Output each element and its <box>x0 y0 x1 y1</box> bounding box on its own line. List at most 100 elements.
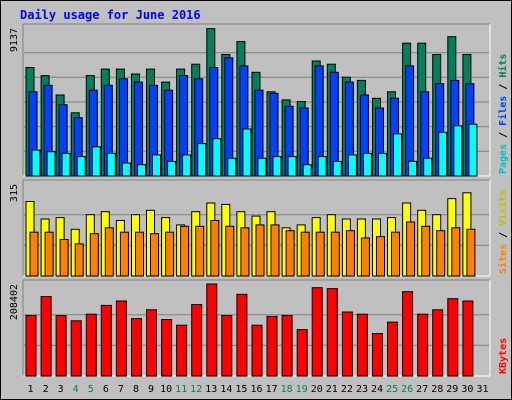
legend-entry-visits: Visits <box>497 190 509 226</box>
bar-pages <box>408 160 418 177</box>
bar-kbytes <box>447 298 459 377</box>
bar-kbytes <box>161 319 173 377</box>
bar-kbytes <box>70 320 82 377</box>
x-axis-labels: 1 2 3 4 5 6 7 8 9 10 11 12 13 14 15 16 17 18 19 20 21 22 23 24 2… <box>27 384 488 395</box>
bar-sites <box>406 221 416 277</box>
bar-sites <box>360 237 370 277</box>
bar-sites <box>180 225 190 277</box>
bar-pages <box>106 152 116 177</box>
bars <box>25 283 474 377</box>
bar-kbytes <box>146 309 157 377</box>
bar-kbytes <box>191 304 203 377</box>
bar-files <box>118 78 128 177</box>
x-tick-label: 31 <box>476 384 488 395</box>
x-tick-label: 3 <box>58 384 64 395</box>
x-tick-label: 1 <box>27 384 33 395</box>
bar-kbytes <box>221 315 233 377</box>
bar-kbytes <box>387 321 398 377</box>
panel-hits-files-pages: 9137 Pages / Files / Hits <box>9 23 509 177</box>
bar-kbytes <box>341 311 353 377</box>
bar-sites <box>421 225 431 277</box>
x-tick-label: 4 <box>73 384 79 395</box>
x-tick-label: 9 <box>148 384 154 395</box>
x-tick-label: 24 <box>371 384 383 395</box>
bar-files <box>329 71 339 177</box>
bar-sites <box>59 239 69 277</box>
bar-sites <box>119 231 129 277</box>
panels-layer: 9137 Pages / Files / Hits 315 Sites / Visit… <box>9 23 509 377</box>
bar-sites <box>300 231 310 277</box>
bar-sites <box>135 231 144 277</box>
x-tick-label: 23 <box>356 384 368 395</box>
legend: Sites / Visits <box>497 190 509 274</box>
bar-sites <box>240 227 250 277</box>
bar-pages <box>257 157 267 177</box>
bar-pages <box>317 156 327 177</box>
bar-pages <box>197 143 207 177</box>
legend-entry-sites: Sites <box>497 244 509 274</box>
bar-kbytes <box>372 333 383 377</box>
chart-title: Daily usage for June 2016 <box>20 8 201 22</box>
bar-sites <box>255 224 265 277</box>
bar-sites <box>466 228 476 277</box>
bar-pages <box>61 152 71 177</box>
bar-sites <box>345 230 355 277</box>
bar-kbytes <box>100 304 112 377</box>
bar-kbytes <box>236 293 248 377</box>
bar-pages <box>423 157 433 177</box>
y-max-label: 9137 <box>9 28 20 52</box>
x-tick-label: 30 <box>461 384 473 395</box>
bar-pages <box>212 138 222 177</box>
bar-kbytes <box>311 287 323 377</box>
bar-pages <box>46 151 56 177</box>
bar-kbytes <box>402 291 414 377</box>
bar-sites <box>74 243 84 277</box>
bars <box>25 192 476 277</box>
x-tick-label: 29 <box>446 384 458 395</box>
legend-entry-kbytes: KBytes <box>498 338 509 374</box>
bar-pages <box>91 146 101 177</box>
bar-kbytes <box>281 315 293 377</box>
bar-kbytes <box>55 315 67 377</box>
bar-pages <box>167 160 177 177</box>
bars <box>25 28 478 177</box>
legend-separator: / <box>498 226 509 244</box>
panel-visits-sites: 315 Sites / Visits <box>9 179 509 277</box>
legend-entry-pages: Pages <box>498 144 509 174</box>
x-tick-label: 19 <box>296 384 308 395</box>
bar-pages <box>332 160 342 177</box>
legend-entry-hits: Hits <box>497 54 509 78</box>
legend: Pages / Files / Hits <box>497 54 509 174</box>
x-tick-label: 16 <box>250 384 262 395</box>
bar-pages <box>347 154 357 177</box>
bar-kbytes <box>462 300 474 377</box>
bar-sites <box>270 224 280 277</box>
legend-entry-files: Files <box>497 96 509 126</box>
bar-pages <box>378 152 387 177</box>
x-tick-label: 12 <box>190 384 202 395</box>
bar-sites <box>44 231 54 277</box>
legend-separator: / <box>498 126 509 144</box>
y-max-label: 315 <box>9 184 20 202</box>
bar-pages <box>302 164 312 177</box>
bar-pages <box>121 162 131 177</box>
bar-pages <box>182 154 192 177</box>
bar-sites <box>210 220 220 277</box>
bar-sites <box>29 231 39 277</box>
bar-pages <box>272 156 282 177</box>
bar-kbytes <box>115 300 127 377</box>
x-tick-label: 6 <box>103 384 109 395</box>
bar-sites <box>391 231 400 277</box>
x-tick-label: 11 <box>175 384 187 395</box>
bar-kbytes <box>356 313 368 377</box>
bar-kbytes <box>296 329 308 377</box>
bar-pages <box>362 152 372 177</box>
bar-sites <box>195 225 205 277</box>
bar-files <box>405 65 415 177</box>
x-tick-label: 10 <box>160 384 172 395</box>
x-tick-label: 14 <box>220 384 232 395</box>
x-tick-label: 8 <box>133 384 139 395</box>
bar-sites <box>285 230 295 277</box>
bar-kbytes <box>25 315 37 377</box>
